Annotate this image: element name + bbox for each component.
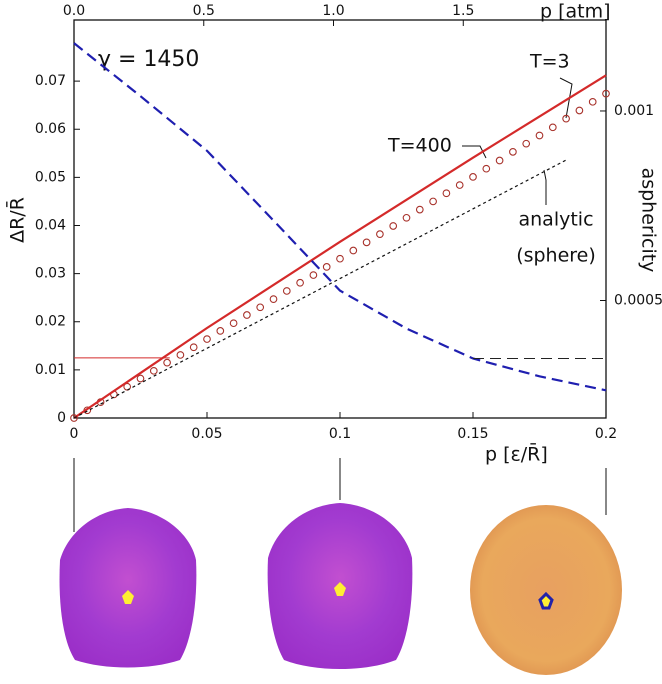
marker [535,131,544,140]
marker [509,148,517,156]
tick-label: 0.001 [614,103,654,119]
shells [59,503,622,675]
marker [362,238,371,247]
marker [243,311,251,319]
marker [469,173,477,181]
tick-label: 0.1 [329,426,351,442]
annotation: γ = 1450 [98,47,199,72]
marker [376,230,384,239]
tick-label: 0.03 [35,266,66,282]
tick-label: 0.05 [191,426,222,442]
tick-label: 0.01 [35,362,66,378]
marker [163,358,171,367]
marker [575,106,584,115]
series-label: T=3 [529,51,570,73]
shell [59,508,197,668]
marker [309,271,318,279]
series-label: T=400 [387,135,452,157]
series-label: (sphere) [516,245,596,267]
tick-label: 0 [57,410,66,426]
series-line [73,159,567,419]
marker [336,254,344,263]
marker [415,205,424,214]
marker [522,139,531,148]
marker [402,213,411,222]
tick-label: 0.07 [35,73,66,89]
marker [455,181,464,189]
marker [588,97,597,106]
marker [282,287,291,295]
leader [543,169,547,205]
marker [296,278,304,287]
vertex [122,590,134,604]
tick-label: 1.0 [322,3,344,19]
marker [495,156,504,165]
marker [203,335,211,343]
tick-label: 0.04 [35,217,66,233]
tick-label: 1.5 [452,3,474,19]
marker [136,374,145,383]
tick-label: 0.02 [35,314,66,330]
tick-label: 0.5 [193,3,215,19]
tick-label: 0.06 [35,121,66,137]
marker [269,295,278,303]
y-axis-label: ΔR/R̄ [4,197,28,243]
leader [559,77,573,119]
tick-label: 0.05 [35,169,66,185]
marker [149,366,158,375]
marker [176,351,185,359]
marker [189,343,198,352]
y2-axis-label: asphericity [638,168,660,273]
marker [562,114,570,123]
leader [462,145,487,159]
vertex [538,591,554,610]
leaders [73,77,607,532]
marker [548,123,557,132]
marker [349,246,358,255]
tick-label: 0 [70,426,79,442]
tick-label: 0.0005 [614,292,662,308]
marker [322,263,331,271]
tick-label: 0.0 [63,3,85,19]
series-line [73,42,607,392]
marker [482,164,491,173]
x-axis-label: p [ε/R̄] [485,441,548,465]
vertex [334,582,346,596]
marker [216,327,225,335]
marker [256,303,265,312]
tick-label: 0.15 [457,426,488,442]
shell [470,505,622,675]
marker [389,222,398,230]
marker [602,89,610,98]
marker [442,189,451,198]
marker [229,319,238,328]
marker [429,197,437,206]
marker [70,414,78,422]
series-label: analytic [518,209,593,231]
tick-label: 0.2 [595,426,617,442]
x2-axis-label: p [atm] [540,1,611,23]
